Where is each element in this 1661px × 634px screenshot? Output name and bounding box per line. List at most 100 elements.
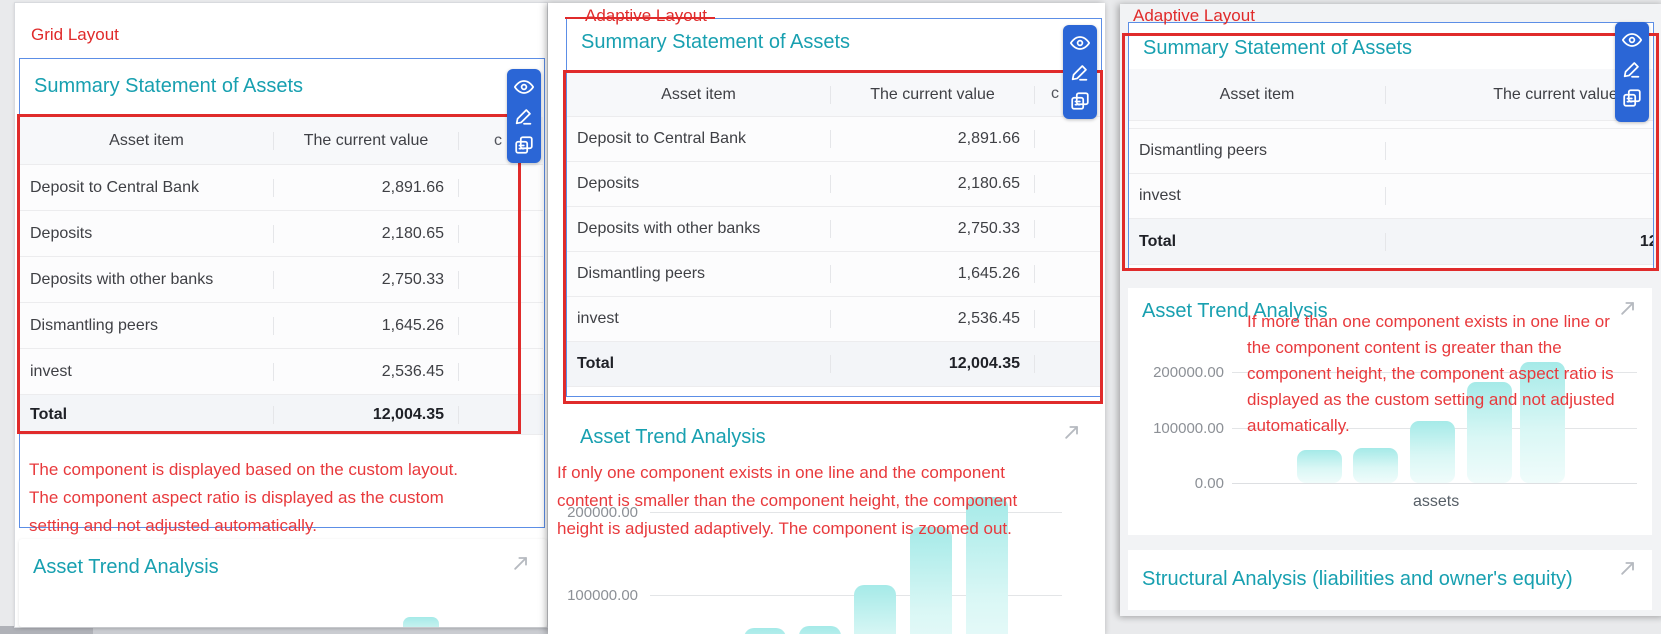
cell: Deposit to Central Bank xyxy=(20,178,274,197)
cell: 2,750.33 xyxy=(831,220,1035,238)
cell: 2,180.65 xyxy=(274,224,459,243)
y-axis-tick: 200000.00 xyxy=(1153,364,1224,381)
cell: Asset item xyxy=(20,131,274,150)
bar xyxy=(799,626,841,634)
table-row xyxy=(1129,121,1653,129)
cell: 2,891.66 xyxy=(274,178,459,197)
grid-layout-panel: Grid Layout Summary Statement of Assets … xyxy=(14,2,548,628)
cell: 12,004.35 xyxy=(831,355,1035,373)
y-axis-tick: 100000.00 xyxy=(1153,420,1224,437)
cell: 1,645.26 xyxy=(274,316,459,335)
cell: Deposits xyxy=(567,175,831,193)
cell: Asset item xyxy=(567,85,831,104)
card-title: Asset Trend Analysis xyxy=(33,556,219,578)
view-button[interactable] xyxy=(513,76,535,98)
expand-button[interactable] xyxy=(1618,298,1638,318)
bar xyxy=(1520,362,1565,483)
card-title: Asset Trend Analysis xyxy=(1142,300,1328,322)
bar xyxy=(1467,382,1512,483)
expand-button[interactable] xyxy=(1618,558,1638,578)
horizontal-scrollbar[interactable] xyxy=(0,626,548,634)
layout-annotation: The component is displayed based on the … xyxy=(29,460,459,535)
cell: invest xyxy=(1129,187,1386,205)
cell: Asset item xyxy=(1129,85,1386,104)
adaptive-layout-panel-2: Adaptive Layout Summary Statement of Ass… xyxy=(1120,4,1661,616)
clipped-column-header: c xyxy=(1051,85,1059,102)
bar xyxy=(910,527,952,634)
cell: Deposit to Central Bank xyxy=(567,130,831,148)
gridline xyxy=(650,512,1062,513)
widget-toolbar xyxy=(1615,22,1649,122)
table-row: invest xyxy=(1129,174,1653,219)
cell: Deposits with other banks xyxy=(567,220,831,238)
assets-table: Asset item The current value Dismantling p… xyxy=(1129,69,1653,265)
expand-arrow-icon xyxy=(1065,426,1078,439)
scrollbar-thumb[interactable] xyxy=(0,626,93,634)
table-row: Deposits with other banks 2,750.33 xyxy=(567,207,1100,252)
cell: Total xyxy=(1129,232,1386,251)
bar xyxy=(403,617,439,627)
copy-button[interactable] xyxy=(1621,87,1643,109)
pencil-icon xyxy=(1623,62,1640,78)
cell: 2,536.45 xyxy=(274,362,459,381)
cell: 1,645.26 xyxy=(831,265,1035,283)
cell: invest xyxy=(20,362,274,381)
cell: 2,180.65 xyxy=(831,175,1035,193)
cell: Deposits xyxy=(20,224,274,243)
copy-icon xyxy=(1623,89,1641,107)
expand-arrow-icon xyxy=(1621,302,1634,315)
expand-arrow-icon xyxy=(514,557,527,570)
card-title: Summary Statement of Assets xyxy=(581,31,850,53)
grid-layout-label: Grid Layout xyxy=(31,25,119,44)
card-title: Summary Statement of Assets xyxy=(34,75,303,97)
gridline xyxy=(1232,372,1637,373)
copy-icon xyxy=(515,136,533,154)
table-row: Deposits 2,180.65 xyxy=(20,211,543,257)
assets-table: Asset item The current value Deposit to Ce… xyxy=(20,117,543,435)
summary-assets-card: Summary Statement of Assets Asset item Th… xyxy=(566,18,1102,397)
cell: Deposits with other banks xyxy=(20,270,274,289)
table-row: Dismantling peers xyxy=(1129,129,1653,174)
table-row: invest 2,536.45 xyxy=(567,297,1100,342)
bar xyxy=(1297,450,1342,483)
cell: 2,536.45 xyxy=(831,310,1035,328)
layout-annotation: If more than one component exists in one… xyxy=(1247,312,1615,435)
assets-table: Asset item The current value Deposit to Ce… xyxy=(567,73,1100,387)
card-title: Structural Analysis (liabilities and own… xyxy=(1142,568,1573,590)
structural-analysis-card: Structural Analysis (liabilities and own… xyxy=(1128,550,1652,610)
widget-toolbar xyxy=(1063,25,1097,119)
x-axis-label: assets xyxy=(1413,493,1460,510)
adaptive-layout-panel: Summary Statement of Assets Asset item Th… xyxy=(548,3,1105,634)
view-button[interactable] xyxy=(1069,32,1091,54)
copy-button[interactable] xyxy=(513,134,535,156)
view-button[interactable] xyxy=(1621,29,1643,51)
copy-button[interactable] xyxy=(1069,90,1091,112)
cell: Dismantling peers xyxy=(20,316,274,335)
cell: 12,004.35 xyxy=(1386,233,1653,251)
layout-annotation: If only one component exists in one line… xyxy=(557,463,1018,538)
expand-arrow-icon xyxy=(1621,562,1634,575)
expand-button[interactable] xyxy=(1062,422,1082,442)
asset-trend-card: Asset Trend Analysis 200000.00 100000.00 xyxy=(566,410,1100,634)
cell: Total xyxy=(567,355,831,373)
y-axis-tick: 0.00 xyxy=(1194,475,1224,492)
edit-button[interactable] xyxy=(1069,61,1091,83)
table-row: Asset item The current value xyxy=(567,73,1100,117)
cell: 2,750.33 xyxy=(274,270,459,289)
edit-button[interactable] xyxy=(1621,58,1643,80)
adaptive-layout-label: Adaptive Layout xyxy=(1133,6,1255,25)
bar xyxy=(966,497,1008,634)
asset-trend-card: Asset Trend Analysis 200000.00 100000.00… xyxy=(1128,288,1652,535)
cell: Total xyxy=(20,405,274,424)
table-row: Dismantling peers 1,645.26 xyxy=(20,303,543,349)
table-row: Deposits 2,180.65 xyxy=(567,162,1100,207)
cell: Dismantling peers xyxy=(567,265,831,283)
edit-button[interactable] xyxy=(513,105,535,127)
copy-icon xyxy=(1071,92,1089,110)
bar xyxy=(1410,421,1455,483)
expand-button[interactable] xyxy=(511,553,531,573)
bar-series xyxy=(1128,288,1652,483)
